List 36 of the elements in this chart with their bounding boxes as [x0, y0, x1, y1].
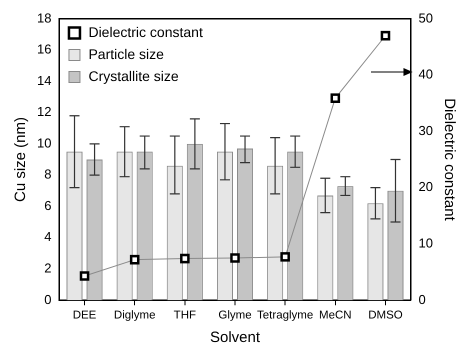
legend-label: Crystallite size	[88, 68, 179, 84]
y2-tick-label: 0	[418, 292, 426, 307]
y2-axis-title: Dielectric constant	[440, 98, 458, 222]
x-axis-title: Solvent	[210, 329, 261, 346]
point	[230, 253, 240, 263]
y-tick-label: 12	[36, 104, 52, 120]
x-tick-label: MeCN	[319, 309, 352, 322]
y-tick-label: 8	[44, 166, 52, 182]
y-tick-label: 14	[36, 72, 52, 88]
y-tick-label: 0	[44, 292, 52, 307]
y2-tick-label: 10	[418, 236, 434, 250]
y2-tick-label: 20	[418, 179, 434, 194]
y2-tick-label: 30	[418, 122, 434, 138]
x-tick-label: DMSO	[368, 309, 403, 322]
x-tick-label: THF	[174, 309, 196, 322]
x-tick-label: DEE	[72, 309, 97, 322]
y-tick-label: 16	[36, 42, 52, 57]
point	[180, 254, 190, 264]
point	[330, 93, 340, 103]
point	[380, 30, 390, 40]
y-tick-label: 10	[36, 135, 52, 150]
legend-label: Particle size	[88, 46, 164, 62]
x-tick-label: Glyme	[218, 309, 252, 322]
y2-tick-label: 40	[418, 66, 434, 82]
y-tick-label: 2	[44, 260, 52, 276]
x-tick-label: Diglyme	[114, 309, 156, 322]
y-tick-label: 18	[36, 10, 52, 26]
point	[80, 271, 90, 281]
y-axis-title: Cu size (nm)	[12, 116, 30, 202]
x-tick-label: Tetraglyme	[257, 309, 314, 322]
y-tick-label: 6	[44, 198, 52, 213]
point	[280, 252, 290, 262]
legend-label: Dielectric constant	[88, 24, 203, 40]
y-tick-label: 4	[44, 229, 52, 244]
y2-tick-label: 50	[418, 10, 434, 26]
point	[130, 254, 140, 264]
